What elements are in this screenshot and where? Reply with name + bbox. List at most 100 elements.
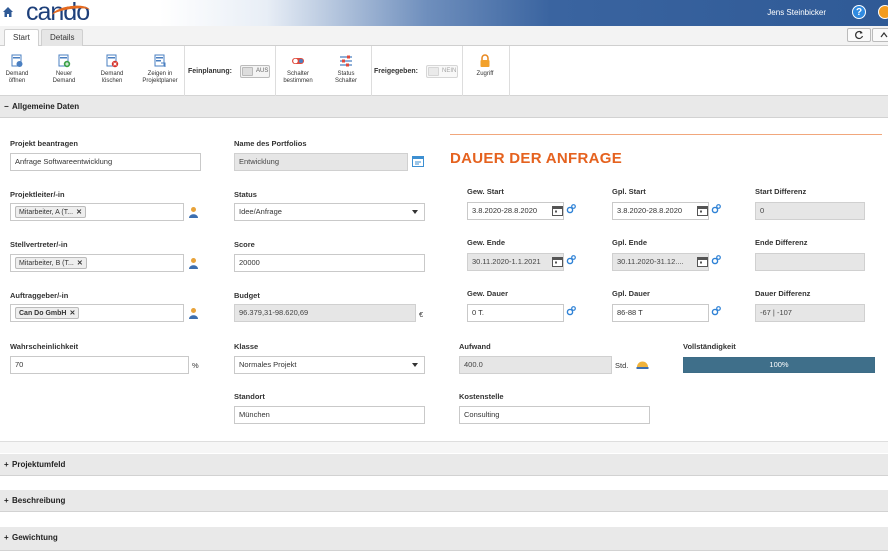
user-avatar[interactable]: [878, 5, 888, 19]
toolbar-separator: [371, 46, 372, 96]
portfolio-browse-icon[interactable]: [412, 156, 424, 167]
status-select[interactable]: Idee/Anfrage: [234, 203, 425, 221]
gew-start-input[interactable]: 3.8.2020-28.8.2020: [467, 202, 564, 220]
chip-label: Mitarbeiter, A (T...: [19, 209, 74, 216]
chip-remove-icon[interactable]: ✕: [69, 310, 76, 317]
gew-dauer-input[interactable]: 0 T.: [467, 304, 564, 322]
gpl-dauer-label: Gpl. Dauer: [612, 289, 650, 298]
collapse-button[interactable]: [872, 28, 888, 42]
chip-remove-icon[interactable]: ✕: [76, 260, 83, 267]
new-demand-button[interactable]: Neuer Demand: [44, 54, 84, 85]
chevron-up-icon: [880, 32, 888, 38]
section-title: Gewichtung: [12, 533, 58, 542]
access-button[interactable]: Zugriff: [465, 54, 505, 78]
klasse-select[interactable]: Normales Projekt: [234, 356, 425, 374]
standort-input[interactable]: München: [234, 406, 425, 424]
settings-icon[interactable]: [711, 255, 721, 265]
user-name[interactable]: Jens Steinbicker: [767, 8, 826, 17]
demand-open-button[interactable]: Demand öffnen: [0, 54, 37, 85]
freigegeben-toggle[interactable]: NEIN: [426, 65, 458, 78]
toggle-knob: [242, 67, 253, 76]
klasse-label: Klasse: [234, 342, 259, 351]
chip-remove-icon[interactable]: ✕: [76, 209, 82, 216]
settings-icon[interactable]: [711, 204, 721, 214]
settings-icon[interactable]: [566, 306, 576, 316]
toolbar-separator: [509, 46, 510, 96]
auftraggeber-label: Auftraggeber/-in: [10, 291, 69, 300]
projektleiter-field[interactable]: Mitarbeiter, A (T... ✕: [10, 203, 184, 221]
settings-icon[interactable]: [566, 204, 576, 214]
gpl-ende-value: 30.11.2020-31.12....: [617, 257, 684, 266]
tab-start[interactable]: Start: [4, 29, 39, 47]
status-value: Idee/Anfrage: [239, 207, 282, 216]
freigegeben-value: NEIN: [442, 68, 457, 74]
auftraggeber-field[interactable]: Can Do GmbH ✕: [10, 304, 184, 322]
show-in-planner-button[interactable]: Zeigen in Projektplaner: [140, 54, 180, 85]
chip-label: Can Do GmbH: [19, 310, 67, 317]
toolbar-separator: [275, 46, 276, 96]
gpl-start-value: 3.8.2020-28.8.2020: [617, 206, 683, 215]
auftraggeber-chip[interactable]: Can Do GmbH ✕: [15, 307, 80, 319]
kostenstelle-label: Kostenstelle: [459, 392, 504, 401]
section-projektumfeld[interactable]: + Projektumfeld: [0, 454, 888, 476]
home-icon[interactable]: [3, 7, 13, 17]
calendar-icon[interactable]: [697, 205, 708, 216]
section-beschreibung[interactable]: + Beschreibung: [0, 490, 888, 512]
gpl-ende-input: 30.11.2020-31.12....: [612, 253, 709, 271]
refresh-icon: [855, 30, 864, 40]
stellvertreter-chip[interactable]: Mitarbeiter, B (T... ✕: [15, 257, 87, 269]
section-title: Projektumfeld: [12, 460, 66, 469]
settings-icon[interactable]: [566, 255, 576, 265]
percent-unit: %: [192, 361, 199, 370]
tab-details[interactable]: Details: [41, 29, 84, 46]
settings-icon[interactable]: [711, 306, 721, 316]
status-switch-icon: [340, 55, 352, 67]
wahrscheinlichkeit-input[interactable]: 70: [10, 356, 189, 374]
expand-sign: +: [4, 496, 9, 505]
show-in-planner-label: Zeigen in Projektplaner: [142, 71, 178, 84]
gew-start-label: Gew. Start: [467, 187, 504, 196]
new-demand-label: Neuer Demand: [52, 71, 76, 84]
klasse-value: Normales Projekt: [239, 360, 297, 369]
status-switch-button[interactable]: Status Schalter: [326, 54, 366, 85]
projekt-beantragen-label: Projekt beantragen: [10, 139, 78, 148]
gpl-start-input[interactable]: 3.8.2020-28.8.2020: [612, 202, 709, 220]
toolbar-separator: [462, 46, 463, 96]
section-allgemeine-daten[interactable]: − Allgemeine Daten: [0, 96, 888, 118]
projektleiter-chip[interactable]: Mitarbeiter, A (T... ✕: [15, 206, 86, 218]
calendar-icon[interactable]: [697, 256, 708, 267]
kostenstelle-input[interactable]: Consulting: [459, 406, 650, 424]
refresh-button[interactable]: [847, 28, 871, 42]
section-title: Beschreibung: [12, 496, 66, 505]
help-icon[interactable]: ?: [852, 5, 866, 19]
switch-define-button[interactable]: Schalter bestimmen: [278, 54, 318, 85]
start-diff-input: 0: [755, 202, 865, 220]
aufwand-label: Aufwand: [459, 342, 491, 351]
aufwand-input: 400.0: [459, 356, 612, 374]
gpl-dauer-input[interactable]: 86-88 T: [612, 304, 709, 322]
feinplanung-value: AUS: [256, 68, 269, 74]
feinplanung-toggle[interactable]: AUS: [240, 65, 270, 78]
ende-diff-label: Ende Differenz: [755, 238, 808, 247]
progress-text: 100%: [769, 360, 789, 369]
person-picker-icon[interactable]: [188, 206, 199, 218]
ribbon-toolbar: Demand öffnen Neuer Demand Demand lösche…: [0, 46, 888, 96]
calendar-icon[interactable]: [552, 205, 563, 216]
freigegeben-label: Freigegeben:: [374, 68, 418, 75]
person-picker-icon[interactable]: [188, 257, 199, 269]
person-picker-icon[interactable]: [188, 307, 199, 319]
dauer-diff-input: -67 | -107: [755, 304, 865, 322]
app-logo: cando: [26, 0, 91, 26]
calendar-icon[interactable]: [552, 256, 563, 267]
delete-demand-button[interactable]: Demand löschen: [92, 54, 132, 85]
score-input[interactable]: 20000: [234, 254, 425, 272]
effort-icon[interactable]: [636, 359, 649, 370]
stellvertreter-field[interactable]: Mitarbeiter, B (T... ✕: [10, 254, 184, 272]
section-gewichtung[interactable]: + Gewichtung: [0, 527, 888, 551]
score-label: Score: [234, 240, 255, 249]
progress-fill: [684, 358, 874, 372]
projekt-beantragen-input[interactable]: Anfrage Softwareentwicklung: [10, 153, 201, 171]
projektleiter-label: Projektleiter/-in: [10, 190, 65, 199]
gew-ende-input: 30.11.2020-1.1.2021: [467, 253, 564, 271]
demand-open-label: Demand öffnen: [5, 71, 29, 84]
